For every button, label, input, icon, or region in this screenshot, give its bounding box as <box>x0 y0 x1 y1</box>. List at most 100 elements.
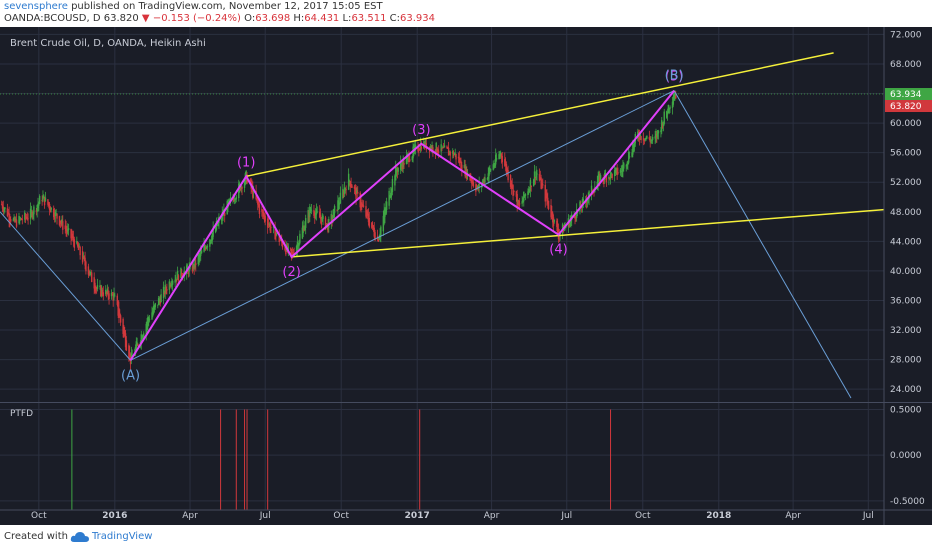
candle-body <box>651 140 653 141</box>
tradingview-brand-link[interactable]: TradingView <box>92 531 153 542</box>
candle-body <box>504 162 507 166</box>
ptfd-indicator <box>71 409 612 510</box>
candle-body <box>319 211 321 218</box>
candle-body <box>124 333 127 348</box>
candle-body <box>552 212 554 223</box>
candle-body <box>94 282 96 292</box>
candle-body <box>12 219 14 221</box>
candle-body <box>667 104 670 114</box>
y-tick-label: 72.000 <box>890 30 922 40</box>
candle-body <box>674 93 676 98</box>
candle-body <box>336 209 338 211</box>
candle-body <box>621 171 623 172</box>
candle-body <box>371 222 373 228</box>
candle-body <box>642 138 645 141</box>
guide-line <box>130 90 675 361</box>
candle-body <box>355 188 357 199</box>
candle-body <box>645 137 647 140</box>
candle-body <box>53 208 55 218</box>
candle-body <box>81 251 84 263</box>
candle-body <box>411 156 413 161</box>
candle-body <box>495 154 497 165</box>
candle-body <box>181 272 183 277</box>
candle-body <box>389 195 391 199</box>
candle-body <box>24 216 27 218</box>
candle-body <box>279 237 281 241</box>
wave-label: (B) <box>665 69 684 84</box>
candle-body <box>343 187 346 194</box>
candle-body <box>408 155 410 163</box>
y-tick-label: 44.000 <box>890 237 922 247</box>
candle-body <box>599 177 601 183</box>
candle-body <box>240 185 242 189</box>
candle-body <box>661 120 663 132</box>
candle-body <box>338 202 341 205</box>
candle-body <box>308 216 310 218</box>
candle-body <box>622 166 624 172</box>
candle-body <box>523 195 526 197</box>
candle-body <box>327 223 329 232</box>
candle-body <box>206 246 209 248</box>
candle-body <box>372 225 375 231</box>
heikin-ashi-candles <box>0 90 677 370</box>
candle-body <box>214 227 217 233</box>
candle-body <box>396 171 399 173</box>
candle-body <box>452 151 454 154</box>
candle-body <box>228 199 231 203</box>
candle-body <box>315 209 318 215</box>
candle-body <box>100 288 103 292</box>
candle-body <box>534 177 537 179</box>
candle-body <box>419 143 422 150</box>
candle-body <box>10 219 12 222</box>
x-tick-label: 2016 <box>102 511 127 521</box>
chart-area[interactable]: (A) (1) (2) (3) (4) (5) (B) Oct 2016 Apr Jul Oct 20… <box>0 27 932 525</box>
candle-body <box>436 147 438 153</box>
candle-body <box>171 284 173 286</box>
elliott-wave-path <box>129 89 675 361</box>
high-value: 64.431 <box>304 13 340 24</box>
candle-body <box>124 330 126 337</box>
candle-body <box>71 233 73 239</box>
candle-body <box>395 165 397 181</box>
candle-body <box>276 233 278 235</box>
candle-body <box>668 108 670 110</box>
candle-body <box>0 204 3 206</box>
candle-body <box>320 216 323 225</box>
candle-body <box>157 304 159 306</box>
candle-body <box>220 218 223 221</box>
candle-body <box>53 212 56 220</box>
candle-body <box>475 184 477 192</box>
candle-body <box>431 145 433 149</box>
candle-body <box>111 294 114 296</box>
candle-body <box>487 173 489 179</box>
candle-body <box>194 258 196 268</box>
candle-body <box>83 256 85 259</box>
candle-body <box>633 139 636 148</box>
grid <box>0 27 884 510</box>
candle-body <box>243 180 246 188</box>
candle-body <box>298 240 300 246</box>
author-link[interactable]: sevensphere <box>4 1 68 12</box>
candle-body <box>590 185 593 196</box>
candle-body <box>533 171 536 183</box>
candle-body <box>146 321 148 330</box>
candle-body <box>501 155 504 163</box>
candle-body <box>424 140 427 147</box>
candle-body <box>541 183 543 186</box>
candle-body <box>483 181 485 184</box>
price-chart[interactable]: (A) (1) (2) (3) (4) (5)(B) Oct 2016 Apr Jul Oct 20… <box>0 27 932 525</box>
candle-body <box>154 303 157 308</box>
candle-body <box>384 208 386 217</box>
current-price-label: 63.934 <box>890 90 922 100</box>
candle-body <box>14 218 16 222</box>
candle-body <box>3 209 5 210</box>
candle-body <box>470 176 472 181</box>
candle-body <box>482 179 485 184</box>
candle-body <box>152 310 154 316</box>
y-tick-label: 68.000 <box>890 60 922 70</box>
candle-body <box>461 164 463 172</box>
candle-body <box>545 193 547 196</box>
candle-body <box>361 203 363 206</box>
candle-body <box>4 207 6 210</box>
candle-body <box>322 215 324 219</box>
